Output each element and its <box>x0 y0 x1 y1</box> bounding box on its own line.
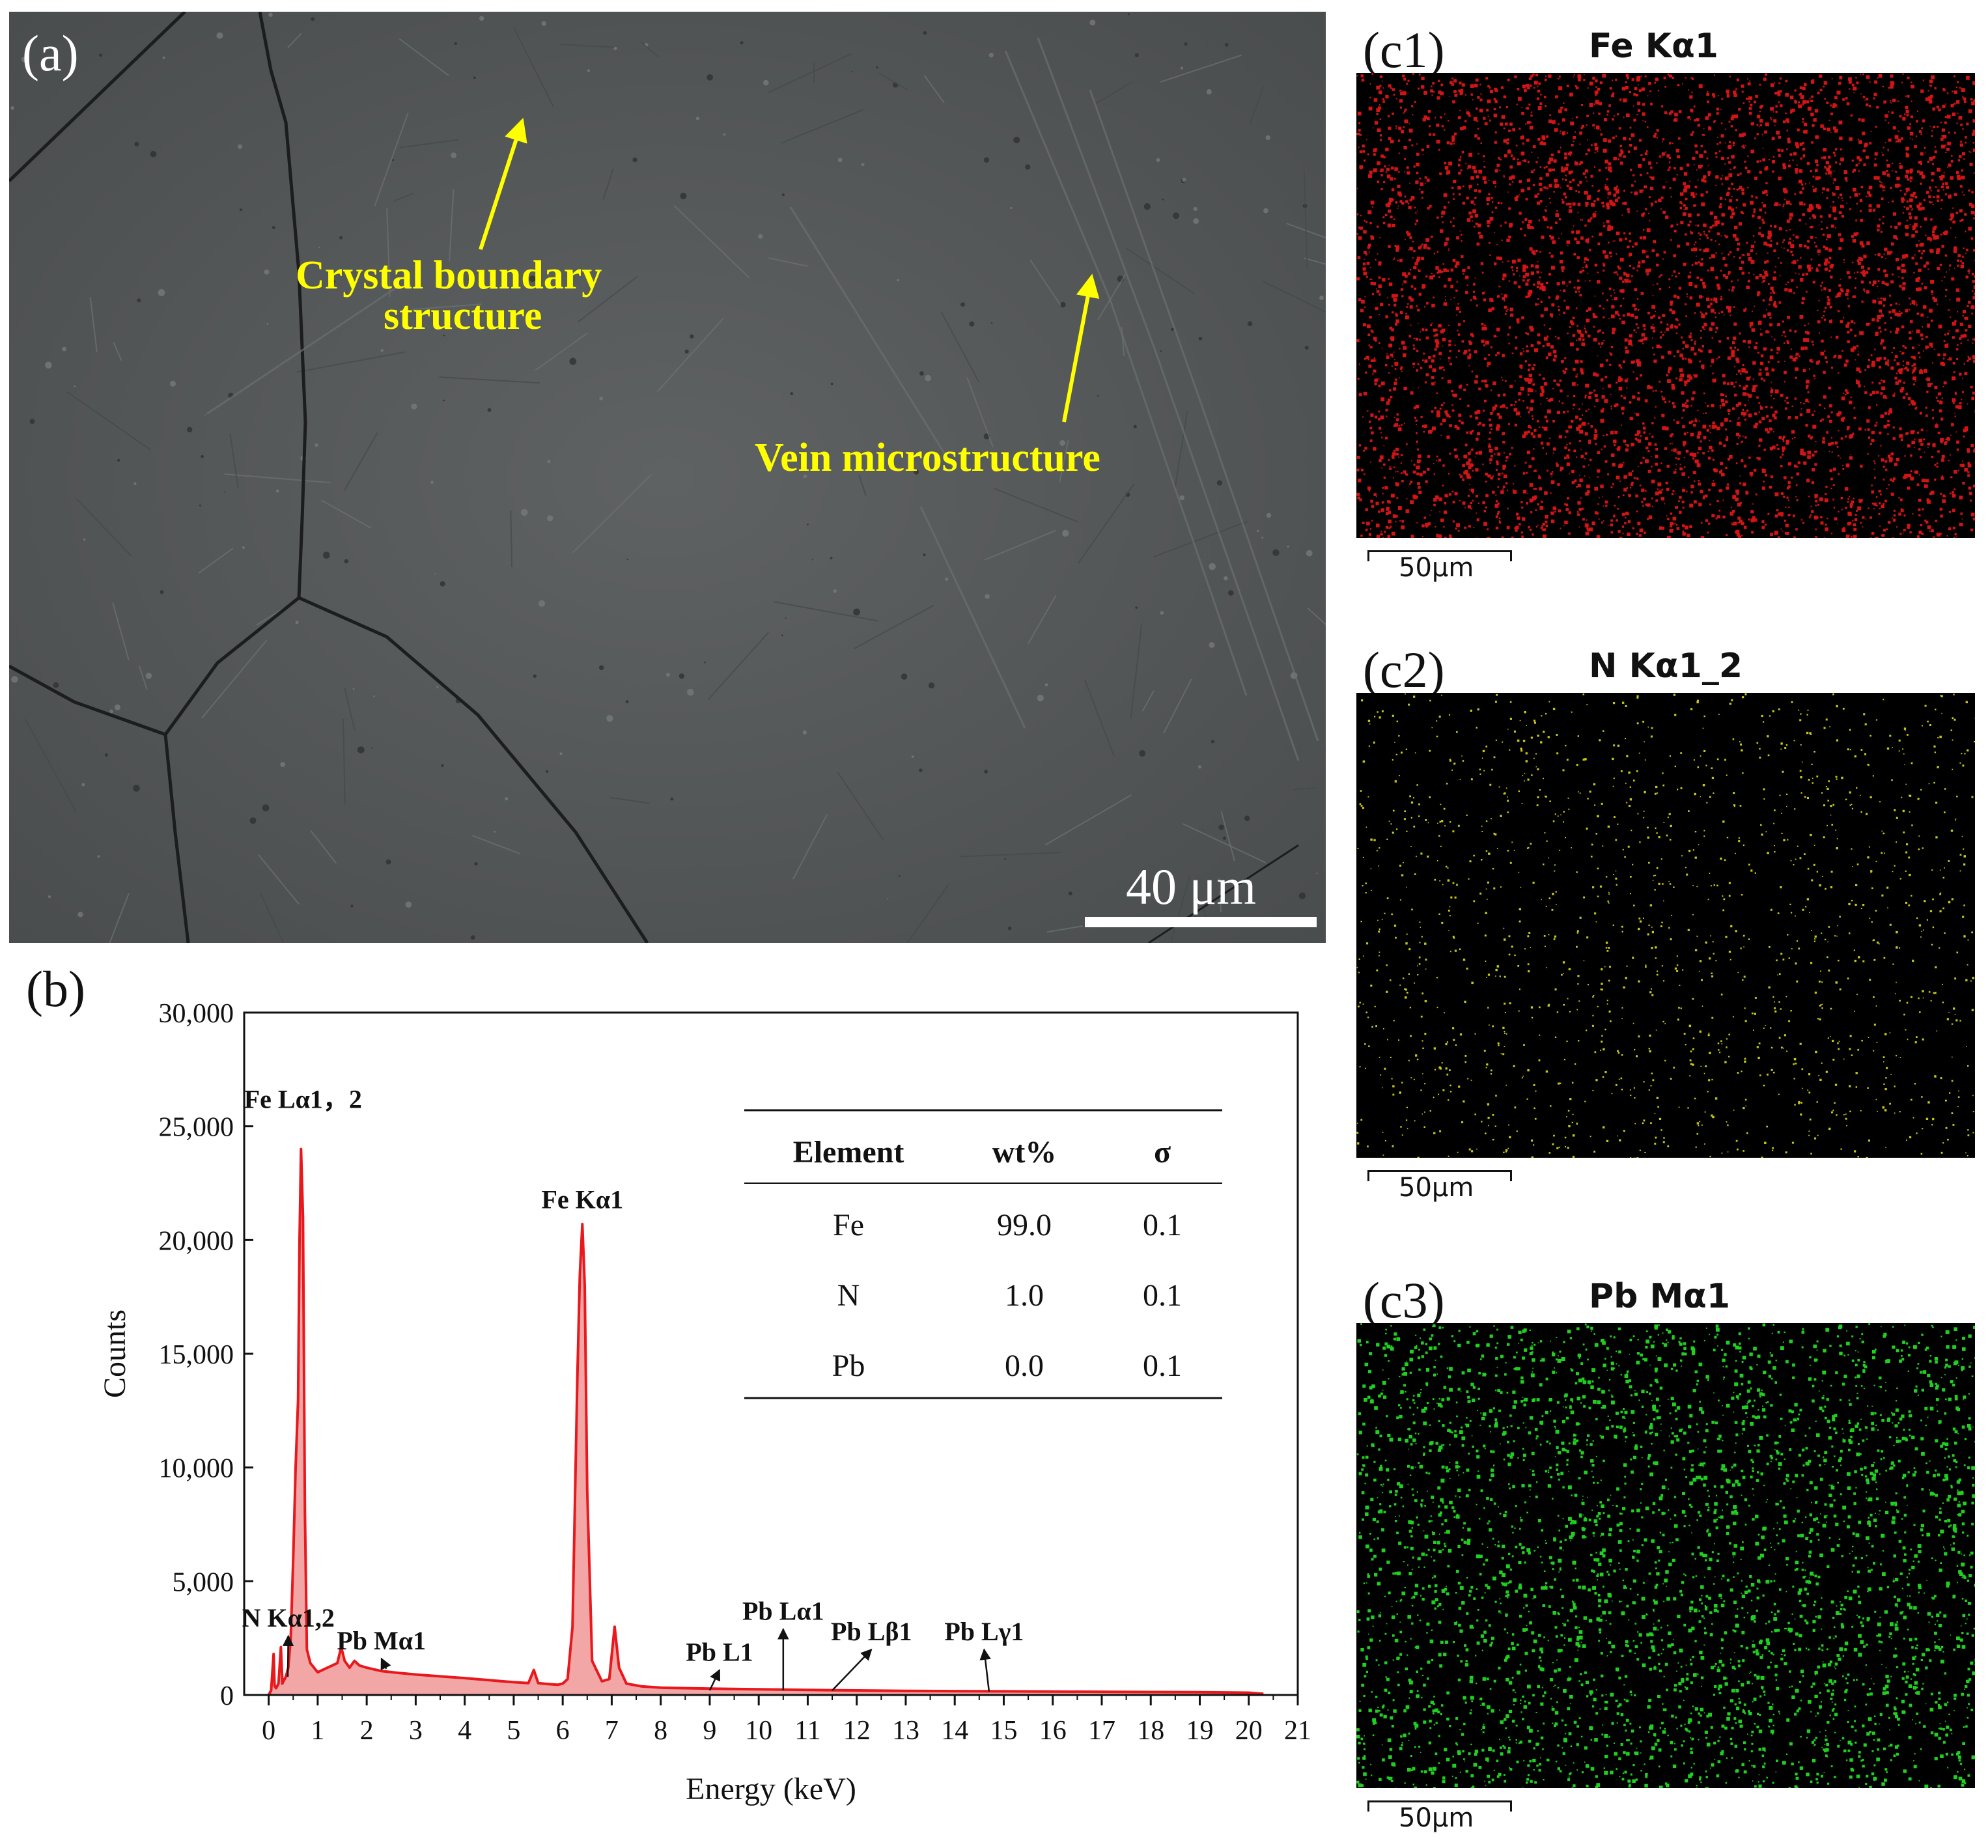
plot-frame <box>243 1011 1299 1696</box>
x-tick-label: 10 <box>745 1716 772 1746</box>
annotation-boundary-line1: Crystal boundary <box>296 253 602 298</box>
element-map <box>1356 73 1975 538</box>
scale-bar-label: 40 μm <box>1126 858 1256 915</box>
composition-table: Element wt% σ Fe 99.0 0.1 N 1.0 0.1 Pb 0.0 0.1 <box>744 1109 1222 1399</box>
x-tick-label: 15 <box>990 1716 1017 1746</box>
peak-label: Pb Lβ1 <box>831 1617 912 1646</box>
table-header: wt% <box>992 1135 1057 1169</box>
scale-bar <box>1085 917 1317 927</box>
x-tick-label: 2 <box>360 1716 374 1746</box>
x-tick-label: 18 <box>1137 1716 1164 1746</box>
vein-arrow <box>1062 273 1100 423</box>
annotation-boundary-line2: structure <box>384 294 542 338</box>
sem-micrograph: Crystal boundary structure Vein microstr… <box>9 12 1326 943</box>
map-scale-label: 50μm <box>1399 553 1474 583</box>
x-axis-label: Energy (keV) <box>686 1772 856 1806</box>
x-tick-label: 4 <box>458 1716 471 1746</box>
table-cell: 0.1 <box>1143 1208 1182 1242</box>
table-header: Element <box>793 1135 904 1169</box>
y-tick-label: 0 <box>220 1681 234 1711</box>
map-dots <box>1356 73 1975 538</box>
x-tick-label: 8 <box>654 1716 667 1746</box>
x-tick-label: 14 <box>941 1716 968 1746</box>
peak-label: Pb Lα1 <box>742 1597 824 1626</box>
element-map <box>1356 693 1975 1158</box>
map-panel-label: (c1) <box>1363 21 1445 78</box>
x-tick-label: 6 <box>556 1716 570 1746</box>
table-header: σ <box>1154 1135 1171 1169</box>
peak-label: N Kα1,2 <box>242 1603 335 1632</box>
x-tick-label: 1 <box>311 1716 324 1746</box>
panel-b-label: (b) <box>26 960 85 1017</box>
y-tick-label: 30,000 <box>159 999 234 1029</box>
peak-label: Pb L1 <box>686 1638 753 1667</box>
sem-image: Crystal boundary structure Vein microstr… <box>9 12 1326 943</box>
x-tick-label: 17 <box>1088 1716 1115 1746</box>
peak-arrow <box>832 1648 873 1691</box>
peak-arrow <box>979 1648 991 1692</box>
map-panel-label: (c2) <box>1363 641 1445 698</box>
peak-arrow <box>708 1669 721 1691</box>
map-scale-bar <box>1367 550 1512 561</box>
map-title: Pb Mα1 <box>1589 1277 1731 1316</box>
annotation-vein: Vein microstructure <box>755 436 1100 480</box>
x-tick-label: 9 <box>703 1716 716 1746</box>
y-tick-label: 20,000 <box>159 1226 234 1256</box>
element-map-dots <box>1356 693 1975 1158</box>
map-scale-label: 50μm <box>1399 1803 1474 1833</box>
map-scale-bar <box>1367 1170 1512 1181</box>
map-scale-label: 50μm <box>1399 1173 1474 1203</box>
table-cell: N <box>837 1278 860 1313</box>
y-tick-label: 5,000 <box>173 1567 234 1597</box>
map-title: N Kα1_2 <box>1589 647 1743 686</box>
peak-label: Pb Lγ1 <box>944 1617 1024 1646</box>
x-tick-label: 20 <box>1235 1716 1263 1746</box>
chart-plot-area <box>267 1147 1264 1696</box>
y-tick-label: 10,000 <box>159 1454 234 1484</box>
x-tick-label: 21 <box>1284 1716 1311 1746</box>
y-tick-label: 25,000 <box>159 1113 234 1143</box>
boundary-arrow <box>479 117 527 250</box>
table-cell: 0.0 <box>1005 1349 1044 1383</box>
map-panel-label: (c3) <box>1363 1272 1445 1328</box>
map-dots <box>1356 693 1975 1158</box>
x-tick-label: 5 <box>507 1716 520 1746</box>
table-cell: 1.0 <box>1005 1278 1044 1313</box>
x-tick-label: 16 <box>1039 1716 1067 1746</box>
table-cell: 99.0 <box>997 1208 1052 1242</box>
table-cell: Fe <box>833 1208 864 1242</box>
element-map-dots <box>1356 1323 1975 1788</box>
sem-background <box>9 12 1326 943</box>
x-tick-label: 19 <box>1186 1716 1213 1746</box>
map-scale-bar <box>1367 1800 1512 1812</box>
map-dots <box>1356 1323 1975 1788</box>
element-map-dots <box>1356 73 1975 538</box>
peak-label: Pb Mα1 <box>337 1626 426 1655</box>
x-tick-label: 3 <box>409 1716 423 1746</box>
panel-a-label: (a) <box>22 25 79 81</box>
grain-boundaries <box>9 12 1299 943</box>
spectrum-line <box>267 1147 1264 1696</box>
vein-lines <box>204 37 1319 761</box>
peak-label: Fe Kα1 <box>541 1184 623 1214</box>
map-title: Fe Kα1 <box>1589 27 1718 66</box>
x-tick-label: 11 <box>794 1716 820 1746</box>
x-tick-label: 0 <box>262 1716 275 1746</box>
table-cell: 0.1 <box>1143 1278 1182 1313</box>
x-tick-label: 7 <box>605 1716 619 1746</box>
peak-arrow <box>380 1657 391 1671</box>
y-axis-label: Counts <box>98 1309 132 1398</box>
y-tick-label: 15,000 <box>159 1340 234 1370</box>
x-tick-label: 12 <box>843 1716 871 1746</box>
x-tick-label: 13 <box>892 1716 919 1746</box>
table-cell: 0.1 <box>1143 1349 1182 1383</box>
table-cell: Pb <box>832 1349 865 1383</box>
element-map <box>1356 1323 1975 1788</box>
peak-label: Fe Lα1，2 <box>244 1085 362 1114</box>
